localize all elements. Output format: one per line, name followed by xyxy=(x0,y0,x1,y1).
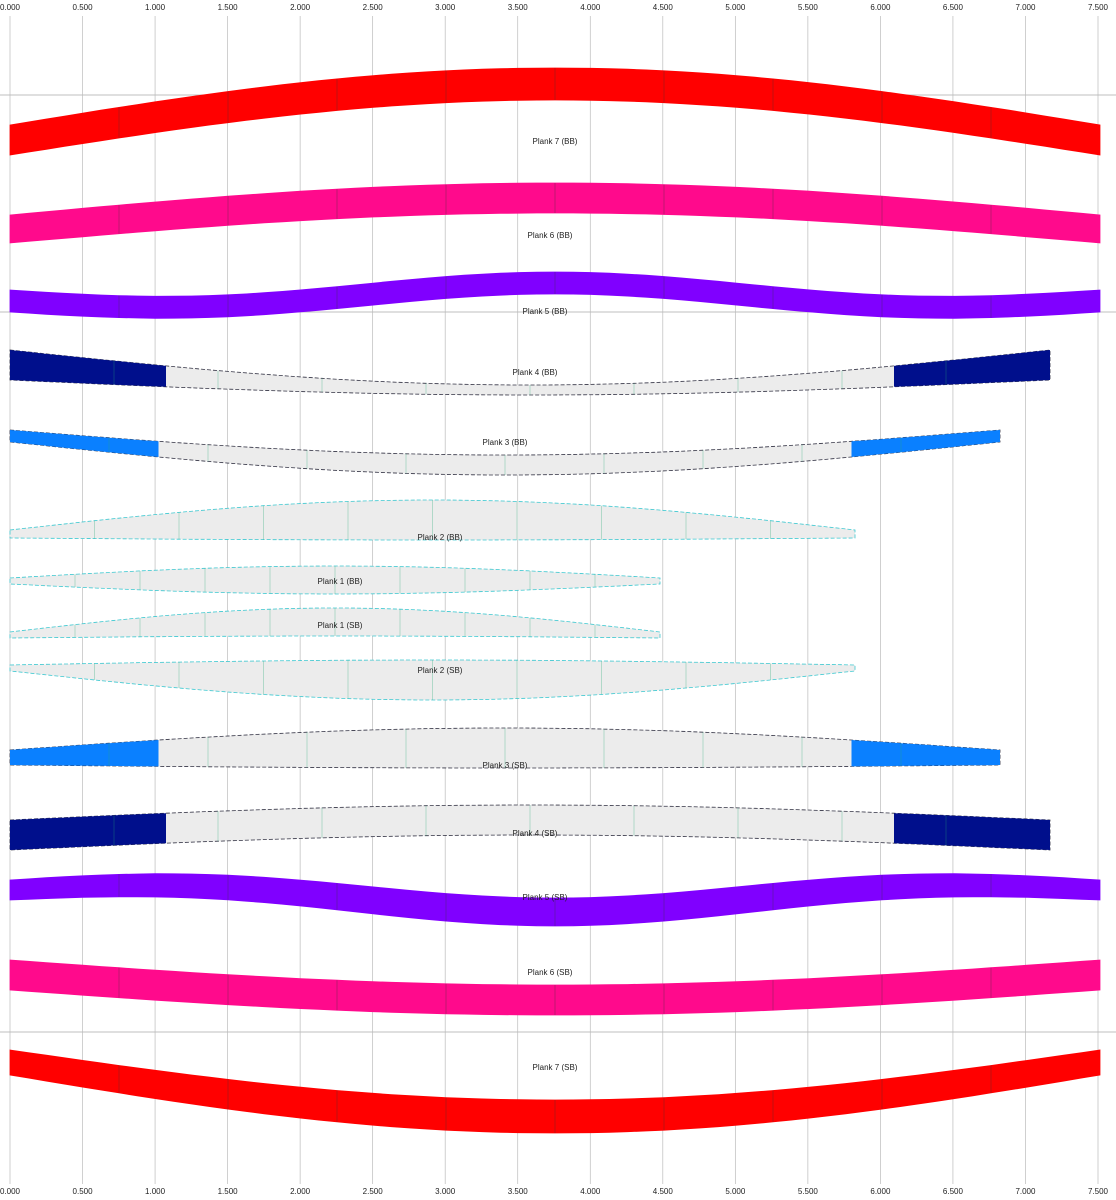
axis-label: 7.500 xyxy=(1088,3,1109,12)
plank-label: Plank 5 (BB) xyxy=(523,307,568,316)
plank-label: Plank 7 (BB) xyxy=(533,137,578,146)
plank-end xyxy=(894,350,1050,387)
axis-label: 1.000 xyxy=(145,1187,166,1196)
axis-label: 6.000 xyxy=(870,3,891,12)
plank-band xyxy=(9,271,1101,319)
plank-end xyxy=(894,813,1050,850)
plank-label: Plank 7 (SB) xyxy=(533,1063,578,1072)
axis-label: 7.000 xyxy=(1015,1187,1036,1196)
plank-end xyxy=(851,430,1000,457)
plank-end xyxy=(10,350,166,387)
axis-label: 5.000 xyxy=(725,3,746,12)
axis-label: 5.000 xyxy=(725,1187,746,1196)
plank-label: Plank 4 (SB) xyxy=(513,829,558,838)
plank-label: Plank 5 (SB) xyxy=(523,893,568,902)
axis-label: 4.000 xyxy=(580,3,601,12)
axis-label: 6.000 xyxy=(870,1187,891,1196)
plank-end xyxy=(10,430,159,457)
plank-band xyxy=(9,349,1051,396)
plank-label: Plank 6 (BB) xyxy=(528,231,573,240)
axis-label: 2.000 xyxy=(290,1187,311,1196)
plank-end xyxy=(10,740,159,767)
axis-label: 2.000 xyxy=(290,3,311,12)
axis-label: 4.500 xyxy=(653,3,674,12)
axis-label: 1.500 xyxy=(218,3,239,12)
plank-label: Plank 4 (BB) xyxy=(513,368,558,377)
axis-label: 4.000 xyxy=(580,1187,601,1196)
axis-label: 1.000 xyxy=(145,3,166,12)
axis-label: 3.500 xyxy=(508,3,529,12)
axis-label: 5.500 xyxy=(798,3,819,12)
axis-label: 3.500 xyxy=(508,1187,529,1196)
plank-label: Plank 3 (BB) xyxy=(483,438,528,447)
axis-label: 2.500 xyxy=(363,1187,384,1196)
axis-label: 3.000 xyxy=(435,1187,456,1196)
plank-band xyxy=(9,1049,1101,1134)
axis-label: 7.500 xyxy=(1088,1187,1109,1196)
axis-label: 5.500 xyxy=(798,1187,819,1196)
axis-label: 6.500 xyxy=(943,1187,964,1196)
axis-label: 0.000 xyxy=(0,1187,21,1196)
plank-band xyxy=(9,67,1101,156)
plank-label: Plank 1 (SB) xyxy=(318,621,363,630)
axis-label: 0.500 xyxy=(73,1187,94,1196)
plank-label: Plank 3 (SB) xyxy=(483,761,528,770)
plank-label: Plank 1 (BB) xyxy=(318,577,363,586)
plank-end xyxy=(851,740,1000,767)
axis-label: 6.500 xyxy=(943,3,964,12)
plank-end xyxy=(10,813,166,850)
axis-label: 3.000 xyxy=(435,3,456,12)
plank-label: Plank 6 (SB) xyxy=(528,968,573,977)
axis-label: 0.000 xyxy=(0,3,21,12)
axis-label: 2.500 xyxy=(363,3,384,12)
plank-label: Plank 2 (SB) xyxy=(418,666,463,675)
axis-label: 7.000 xyxy=(1015,3,1036,12)
axis-label: 0.500 xyxy=(73,3,94,12)
axis-label: 4.500 xyxy=(653,1187,674,1196)
plank-label: Plank 2 (BB) xyxy=(418,533,463,542)
axis-label: 1.500 xyxy=(218,1187,239,1196)
